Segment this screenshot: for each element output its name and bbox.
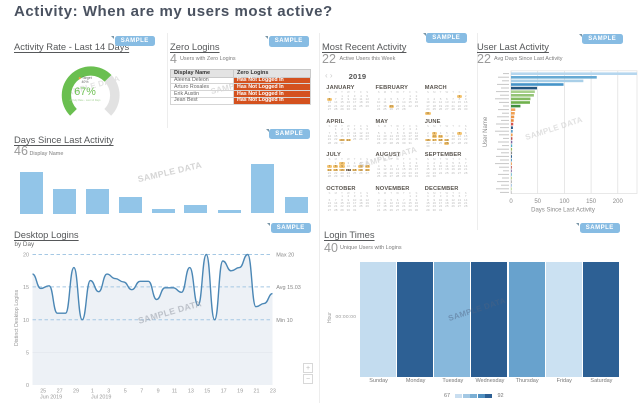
svg-text:23: 23 (270, 389, 276, 395)
svg-text:5: 5 (124, 389, 127, 395)
svg-text:Jun 2019: Jun 2019 (40, 395, 62, 401)
svg-text:5: 5 (26, 350, 29, 356)
svg-text:1: 1 (91, 389, 94, 395)
svg-text:50: 50 (534, 199, 541, 205)
svg-text:0: 0 (26, 383, 29, 389)
svg-text:Jul 2019: Jul 2019 (91, 395, 111, 401)
svg-text:13: 13 (188, 389, 194, 395)
svg-text:19: 19 (237, 389, 243, 395)
svg-text:150: 150 (586, 199, 597, 205)
svg-text:20: 20 (23, 253, 29, 259)
svg-text:29: 29 (73, 389, 79, 395)
svg-text:Distinct Desktop Logins: Distinct Desktop Logins (14, 290, 20, 347)
svg-text:10: 10 (23, 318, 29, 324)
svg-text:25: 25 (40, 389, 46, 395)
svg-text:0: 0 (509, 199, 513, 205)
svg-text:User Name: User Name (483, 116, 489, 147)
svg-text:21: 21 (254, 389, 260, 395)
svg-text:Min 10: Min 10 (276, 318, 293, 324)
svg-text:200: 200 (613, 199, 624, 205)
svg-text:7: 7 (140, 389, 143, 395)
svg-text:100: 100 (559, 199, 570, 205)
svg-text:Avg 15.03: Avg 15.03 (276, 285, 301, 291)
svg-text:11: 11 (172, 389, 178, 395)
svg-text:Days Since Last Activity: Days Since Last Activity (531, 208, 595, 214)
svg-text:15: 15 (204, 389, 210, 395)
svg-text:15: 15 (23, 285, 29, 291)
svg-text:3: 3 (107, 389, 110, 395)
svg-text:Max 20: Max 20 (276, 253, 294, 259)
svg-text:17: 17 (221, 389, 227, 395)
svg-text:9: 9 (157, 389, 160, 395)
svg-text:27: 27 (57, 389, 63, 395)
